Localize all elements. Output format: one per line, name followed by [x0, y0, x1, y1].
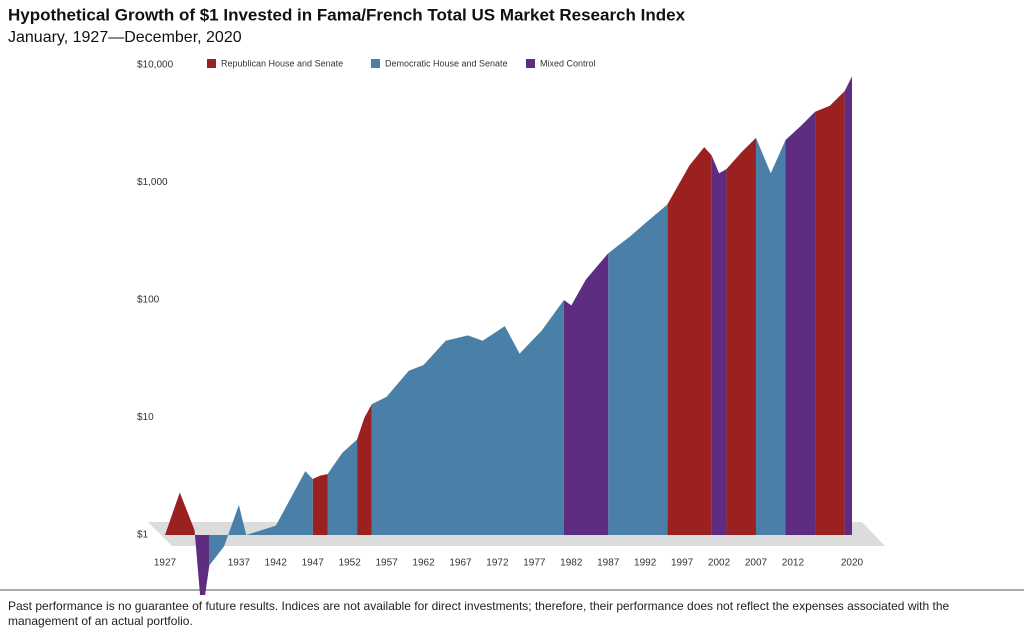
- area: [194, 76, 853, 595]
- legend-label: Mixed Control: [540, 58, 596, 68]
- x-tick-label: 1947: [302, 558, 325, 569]
- legend-swatch: [207, 59, 216, 68]
- x-tick-label: 2012: [782, 558, 805, 569]
- chart-title: Hypothetical Growth of $1 Invested in Fa…: [8, 5, 686, 24]
- area: [164, 91, 845, 535]
- chart: Hypothetical Growth of $1 Invested in Fa…: [0, 5, 1024, 595]
- x-tick-label: 1992: [634, 558, 657, 569]
- legend-swatch: [526, 59, 535, 68]
- x-tick-label: 1927: [154, 558, 177, 569]
- x-tick-label: 1987: [597, 558, 620, 569]
- y-tick-label: $1: [137, 530, 149, 541]
- chart-subtitle: January, 1927—December, 2020: [8, 29, 242, 46]
- x-tick-label: 2020: [841, 558, 864, 569]
- y-tick-label: $100: [137, 295, 160, 306]
- x-tick-label: 1967: [449, 558, 472, 569]
- legend-label: Democratic House and Senate: [385, 58, 508, 68]
- y-tick-label: $10,000: [137, 60, 174, 71]
- x-tick-label: 1972: [486, 558, 509, 569]
- x-tick-label: 1937: [228, 558, 251, 569]
- legend-swatch: [371, 59, 380, 68]
- x-tick-label: 1997: [671, 558, 694, 569]
- x-tick-label: 2007: [745, 558, 768, 569]
- x-tick-label: 1952: [339, 558, 362, 569]
- x-tick-label: 1957: [375, 558, 398, 569]
- x-tick-label: 2002: [708, 558, 731, 569]
- x-tick-label: 1962: [412, 558, 435, 569]
- x-tick-label: 1982: [560, 558, 583, 569]
- footnote: Past performance is no guarantee of futu…: [8, 599, 950, 628]
- y-tick-label: $10: [137, 412, 154, 423]
- area: [209, 137, 786, 566]
- x-tick-label: 1977: [523, 558, 546, 569]
- legend-label: Republican House and Senate: [221, 58, 343, 68]
- y-tick-label: $1,000: [137, 177, 168, 188]
- x-tick-label: 1942: [265, 558, 288, 569]
